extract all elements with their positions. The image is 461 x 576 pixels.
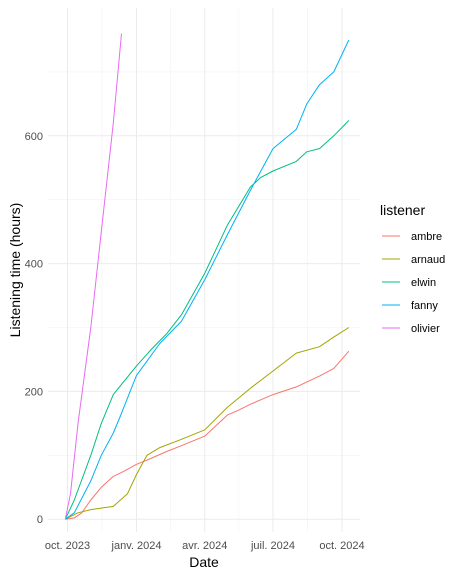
legend-label-olivier: olivier bbox=[411, 323, 440, 335]
legend-title: listener bbox=[380, 202, 425, 218]
legend-label-arnaud: arnaud bbox=[411, 254, 445, 266]
y-tick-label: 0 bbox=[37, 514, 43, 526]
legend-label-ambre: ambre bbox=[411, 231, 442, 243]
series-line-olivier bbox=[64, 33, 122, 520]
y-axis-title: Listening time (hours) bbox=[7, 203, 23, 338]
series-line-ambre bbox=[65, 350, 350, 520]
x-axis-title: Date bbox=[189, 554, 219, 570]
series-lines bbox=[64, 33, 350, 520]
series-line-arnaud bbox=[65, 327, 350, 520]
y-tick-label: 200 bbox=[25, 386, 43, 398]
series-line-elwin bbox=[64, 120, 350, 520]
x-axis-ticks: oct. 2023 janv. 2024 avr. 2024 juil. 2024 oc… bbox=[45, 540, 365, 552]
legend-label-fanny: fanny bbox=[411, 300, 438, 312]
x-tick-label: avr. 2024 bbox=[182, 540, 227, 552]
legend: listener ambre arnaud elwin fanny olivier bbox=[380, 202, 445, 335]
x-tick-label: oct. 2023 bbox=[45, 540, 90, 552]
legend-label-elwin: elwin bbox=[411, 277, 436, 289]
series-line-fanny bbox=[65, 39, 350, 520]
gridlines bbox=[48, 8, 360, 532]
y-axis-ticks: 0 200 400 600 bbox=[25, 131, 43, 526]
y-tick-label: 600 bbox=[25, 131, 43, 143]
x-tick-label: janv. 2024 bbox=[111, 540, 162, 552]
x-tick-label: oct. 2024 bbox=[319, 540, 364, 552]
y-tick-label: 400 bbox=[25, 259, 43, 271]
x-tick-label: juil. 2024 bbox=[250, 540, 295, 552]
